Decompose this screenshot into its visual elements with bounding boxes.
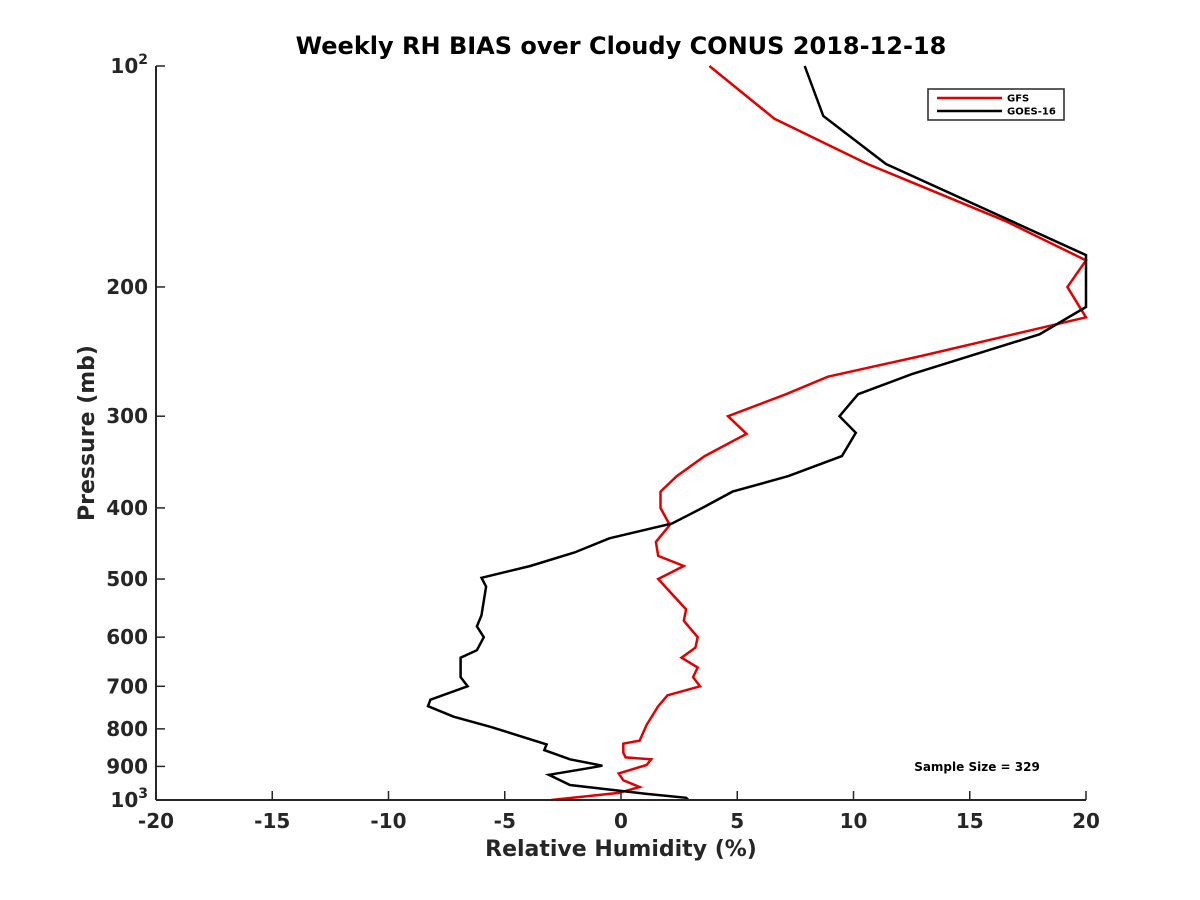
x-tick-label: 10 [840, 809, 868, 833]
x-tick-label: 5 [730, 809, 744, 833]
legend-items: GFS GOES-16 [937, 94, 1056, 118]
y-ticks: 102 200 300 400 500 600 700 800 900 103 [106, 52, 165, 812]
x-tick-label: 15 [956, 809, 984, 833]
x-tick-label: -10 [370, 809, 406, 833]
y-tick-label: 400 [106, 496, 148, 520]
x-tick-label: -20 [138, 809, 174, 833]
series-layer [426, 65, 1088, 802]
series-line-gfs [551, 65, 1088, 802]
legend-box [927, 88, 1065, 121]
y-tick-label: 800 [106, 717, 148, 741]
y-tick-label: 300 [106, 404, 148, 428]
series-line-goes-16 [426, 65, 1088, 801]
y-tick-label: 500 [106, 567, 148, 591]
x-tick-label: 20 [1072, 809, 1100, 833]
y-tick-label: 200 [106, 275, 148, 299]
y-tick-label: 900 [106, 754, 148, 778]
y-tick-label: 600 [106, 625, 148, 649]
sample-size-annotation: Sample Size = 329 [914, 760, 1040, 774]
x-ticks: -20 -15 -10 -5 0 5 10 15 20 [138, 791, 1100, 833]
y-axis-label: Pressure (mb) [75, 345, 100, 521]
y-tick-label: 700 [106, 674, 148, 698]
plot-area: -20 -15 -10 -5 0 5 10 15 20 102 200 300 400 500 600 70… [106, 52, 1100, 833]
x-tick-label: 0 [614, 809, 628, 833]
x-axis-label: Relative Humidity (%) [485, 837, 757, 862]
legend: GFS GOES-16 [927, 88, 1065, 121]
y-tick-label: 102 [110, 52, 148, 78]
y-tick-label: 103 [110, 786, 148, 812]
x-tick-label: -15 [254, 809, 290, 833]
x-tick-label: -5 [494, 809, 516, 833]
legend-label-goes-16: GOES-16 [1007, 107, 1056, 118]
legend-label-gfs: GFS [1007, 94, 1029, 105]
chart-title: Weekly RH BIAS over Cloudy CONUS 2018-12… [296, 32, 947, 60]
